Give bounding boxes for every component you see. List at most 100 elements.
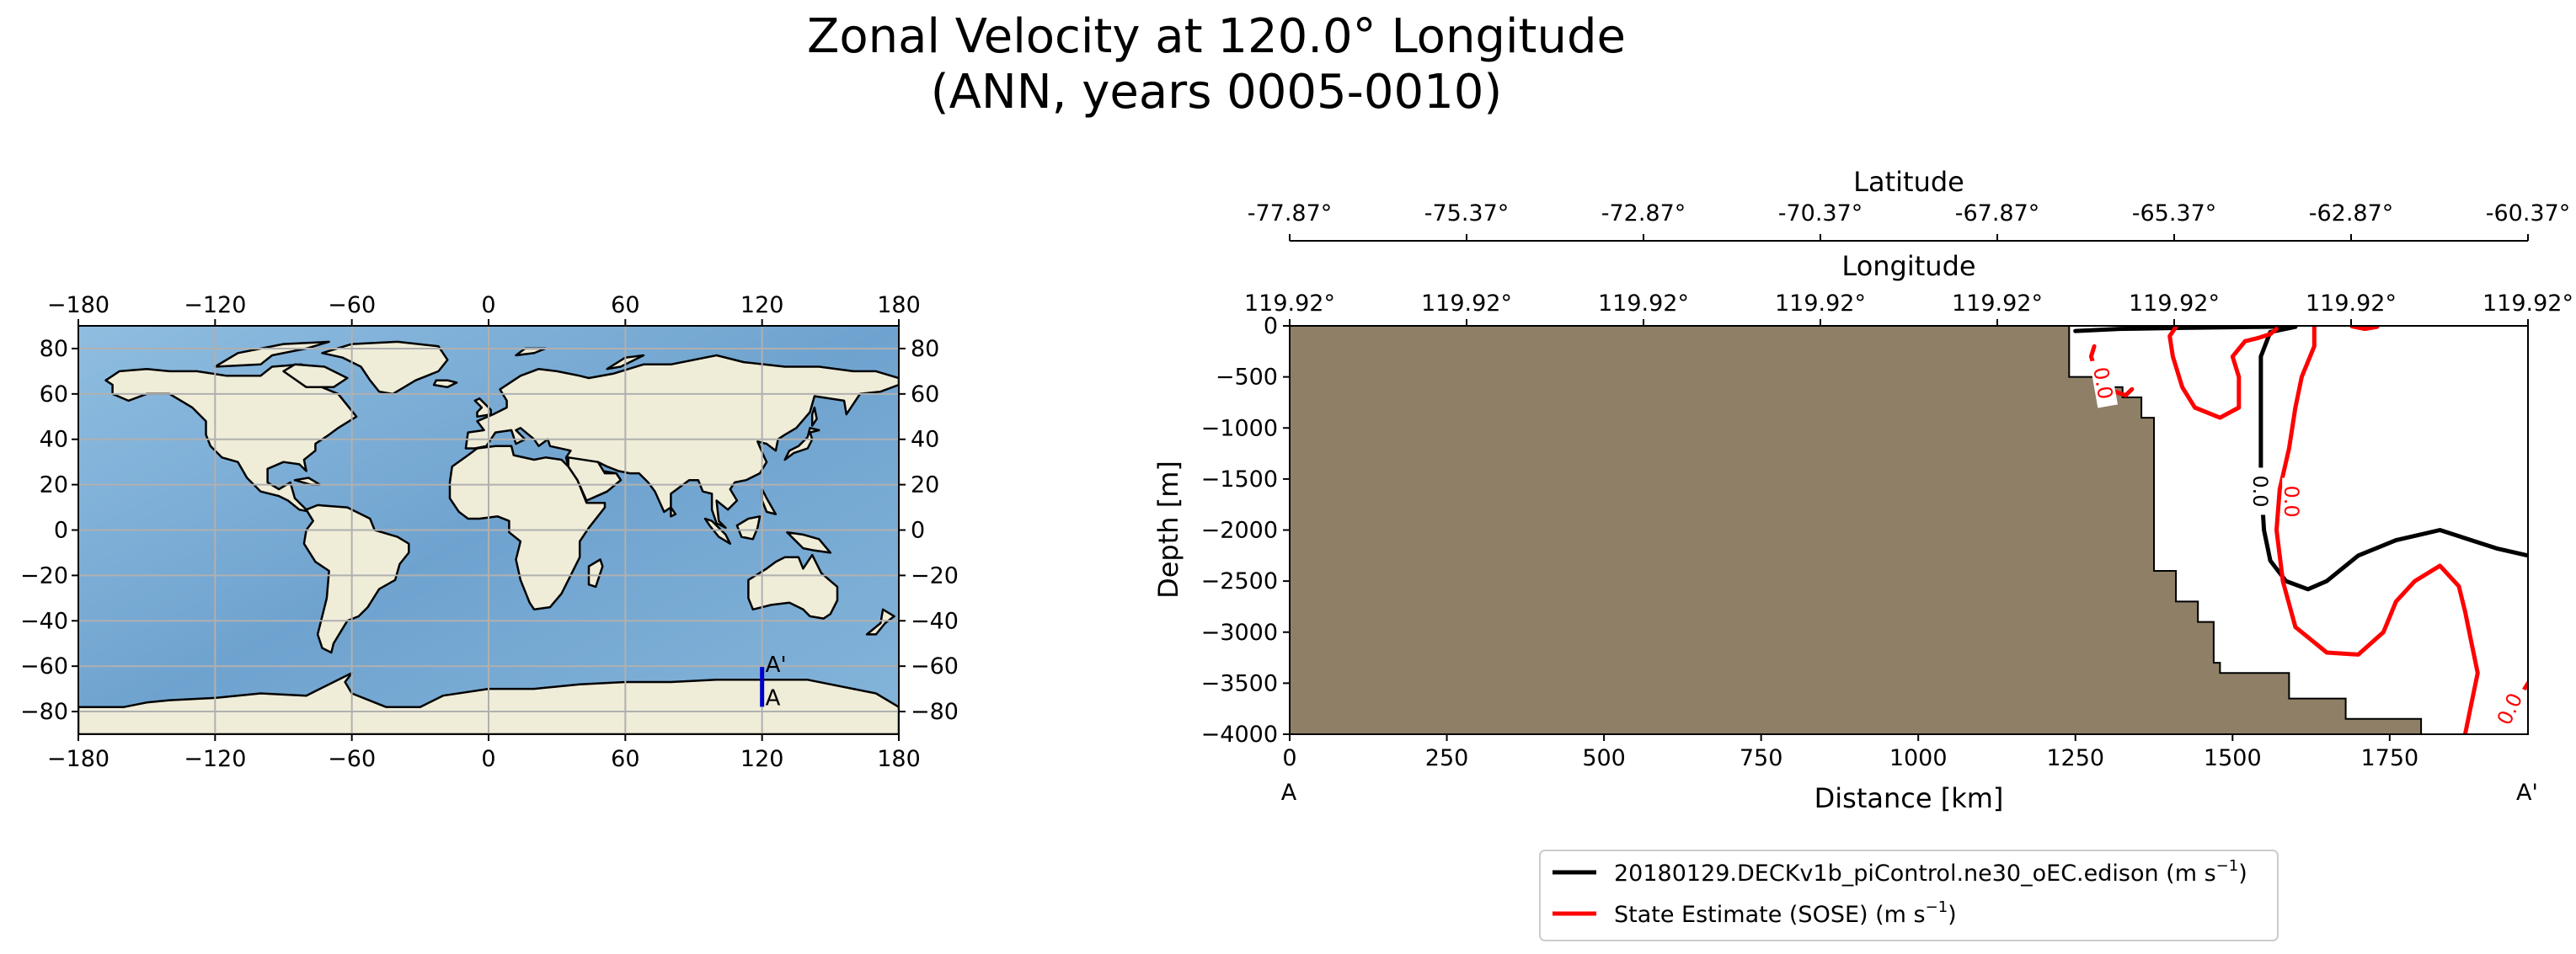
landmass-iceland: [432, 379, 458, 389]
x-tick-label: 1750: [2360, 745, 2418, 771]
longitude-tick-label: 119.92°: [1952, 290, 2043, 317]
map-lat-tick-label-left: 40: [40, 427, 68, 453]
longitude-tick-label: 119.92°: [1421, 290, 1512, 317]
map-lat-tick-label-right: −40: [911, 608, 959, 634]
contour-label: 0.0: [2279, 485, 2303, 517]
landmass-sakhalin: [810, 406, 818, 427]
y-tick-label: −4000: [1201, 722, 1278, 748]
map-lat-tick-label-right: −60: [911, 653, 959, 680]
landmass-new-guinea: [786, 530, 832, 554]
sose-contour-line: [2167, 326, 2279, 420]
y-tick-label: −2500: [1201, 568, 1278, 594]
map-lon-tick-label-bottom: 180: [877, 746, 921, 772]
landmass-sri-lanka: [670, 506, 677, 518]
longitude-axis-title: Longitude: [1841, 250, 1975, 282]
map-lat-tick-label-right: −80: [911, 699, 959, 725]
contour-label: 0.0: [2088, 365, 2117, 401]
y-tick-label: −1000: [1201, 415, 1278, 441]
longitude-tick-label: 119.92°: [1598, 290, 1689, 317]
y-tick-label: −1500: [1201, 466, 1278, 493]
latitude-tick-label: -62.87°: [2309, 200, 2394, 227]
contour-label: 0.0: [2248, 475, 2272, 507]
contour-label-bg: [2089, 358, 2118, 408]
longitude-tick-label: 119.92°: [1244, 290, 1335, 317]
x-tick-label: 1500: [2204, 745, 2262, 771]
map-lon-tick-label-top: −120: [184, 292, 246, 318]
legend-model-label: 20180129.DECKv1b_piControl.ne30_oEC.edis…: [1614, 857, 2247, 887]
map-lat-tick-label-left: 20: [40, 472, 68, 498]
x-tick-label: 750: [1740, 745, 1783, 771]
legend-sose-label: State Estimate (SOSE) (m s−1): [1614, 898, 1957, 928]
legend-frame: [1539, 850, 2279, 941]
map-lon-tick-label-bottom: 0: [481, 746, 495, 772]
landmass-baffin: [282, 363, 349, 389]
latitude-tick-label: -77.87°: [1248, 200, 1333, 227]
y-tick-label: 0: [1264, 313, 1278, 339]
longitude-tick-label: 119.92°: [1775, 290, 1866, 317]
landmass-sumatra: [703, 517, 732, 545]
landmass-borneo: [735, 515, 762, 541]
landmass-eurasia: [464, 354, 899, 530]
map-lat-tick-label-left: 60: [40, 381, 68, 408]
landmass-north-america: [104, 363, 358, 514]
latitude-tick-label: -70.37°: [1778, 200, 1863, 227]
map-lon-tick-label-bottom: −180: [47, 746, 110, 772]
sose-contour-line: [2349, 326, 2380, 332]
x-tick-label: 250: [1425, 745, 1469, 771]
map-lon-tick-label-bottom: 60: [611, 746, 639, 772]
section-axes: 0 250 500 750 1000 1250 1500 1750 0 −500 −1000 −150…: [1201, 200, 2573, 771]
figure-title-line2: (ANN, years 0005-0010): [931, 65, 1503, 120]
map-lon-tick-label-top: 60: [611, 292, 639, 318]
section-start-label: A: [1281, 780, 1297, 806]
model-contour-line: [2258, 326, 2528, 592]
landmass-greenland: [321, 340, 449, 396]
latitude-tick-label: -65.37°: [2132, 200, 2217, 227]
latitude-tick-label: -67.87°: [1955, 200, 2040, 227]
y-tick-label: −3500: [1201, 670, 1278, 696]
map-lat-tick-label-left: 80: [40, 336, 68, 362]
latitude-tick-label: -60.37°: [2486, 200, 2571, 227]
section-end-label: A': [2516, 780, 2538, 806]
map-tick-labels: −180 −180 −120 −120 −60 −60 0 0 60 60 120 120 180 180…: [20, 292, 959, 772]
y-tick-label: −3000: [1201, 620, 1278, 646]
contour-label-bg: [2489, 683, 2528, 734]
map-lon-tick-label-bottom: −60: [328, 746, 376, 772]
x-tick-label: 0: [1282, 745, 1296, 771]
map-lat-tick-label-right: 80: [911, 336, 939, 362]
map-lat-tick-label-right: 60: [911, 381, 939, 408]
map-section-start-label: A: [766, 685, 781, 711]
x-tick-label: 500: [1582, 745, 1626, 771]
section-map: A A' −180 −180 −120 −120 −60 −60 0 0 60 60 120 120 18…: [20, 292, 959, 772]
y-tick-label: −2000: [1201, 518, 1278, 544]
y-axis-label: Depth [m]: [1152, 461, 1184, 599]
map-lat-tick-label-left: −60: [20, 653, 68, 680]
y-tick-label: −500: [1216, 365, 1278, 391]
map-lat-tick-label-left: −40: [20, 608, 68, 634]
longitude-tick-label: 119.92°: [2482, 290, 2573, 317]
map-gridlines: [78, 326, 899, 734]
landmass-arabia: [567, 456, 623, 502]
longitude-tick-label: 119.92°: [2129, 290, 2220, 317]
velocity-section: 0.00.00.00.0 0 250 500 750 1000 1250 1500 17500…: [1152, 166, 2573, 814]
map-lat-tick-label-right: −20: [911, 562, 959, 589]
map-section-line: A A': [760, 653, 787, 711]
latitude-tick-label: -75.37°: [1424, 200, 1510, 227]
map-lon-tick-label-bottom: 120: [740, 746, 784, 772]
map-section-end-label: A': [766, 653, 787, 678]
landmass-australia: [747, 553, 839, 620]
landmass-uk: [473, 397, 492, 418]
sose-contour-line: [2274, 326, 2480, 734]
figure-title-line1: Zonal Velocity at 120.0° Longitude: [807, 9, 1626, 64]
legend: 20180129.DECKv1b_piControl.ne30_oEC.edis…: [1539, 850, 2279, 941]
map-lat-tick-label-right: 40: [911, 427, 939, 453]
map-lat-tick-label-right: 20: [911, 472, 939, 498]
map-lon-tick-label-bottom: −120: [184, 746, 246, 772]
latitude-axis-title: Latitude: [1853, 166, 1964, 198]
x-tick-label: 1000: [1889, 745, 1948, 771]
x-axis-label: Distance [km]: [1814, 782, 2004, 814]
map-lat-tick-label-left: −20: [20, 562, 68, 589]
contour-lines: 0.00.00.00.0: [2073, 326, 2528, 734]
x-tick-label: 1250: [2046, 745, 2104, 771]
contour-label-bg: [2282, 477, 2303, 525]
